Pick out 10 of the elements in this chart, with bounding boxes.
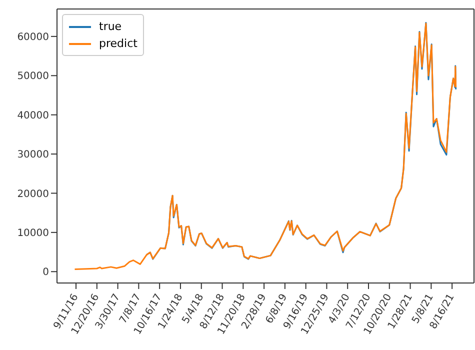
- legend-label: true: [99, 20, 122, 33]
- y-tick-label: 30000: [17, 150, 49, 161]
- y-tick-label: 40000: [17, 110, 49, 122]
- line-series: [74, 22, 457, 270]
- y-tick-label: 10000: [17, 228, 49, 239]
- y-tick-label: 0: [42, 267, 49, 278]
- y-tick-label: 20000: [17, 188, 49, 200]
- legend-label: predict: [99, 37, 138, 50]
- y-tick-label: 60000: [17, 32, 49, 43]
- y-tick-label: 50000: [17, 71, 49, 82]
